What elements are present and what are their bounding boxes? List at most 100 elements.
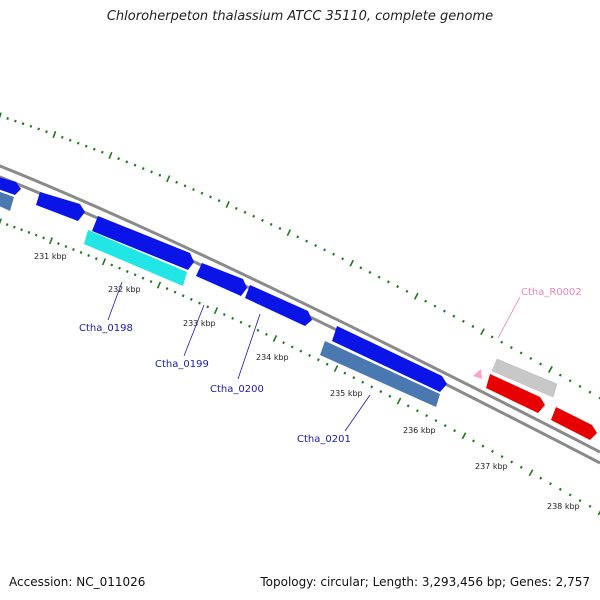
tick-mark-minor bbox=[141, 276, 145, 280]
tick-mark-minor bbox=[343, 371, 347, 375]
tick-mark-minor bbox=[175, 180, 178, 184]
tick-mark-minor bbox=[200, 191, 204, 195]
gene-label-leaders bbox=[107, 281, 521, 432]
tick-mark-major bbox=[548, 366, 553, 373]
tick-mark-minor bbox=[76, 141, 80, 145]
tick-mark-minor bbox=[100, 150, 104, 154]
tick-mark-minor bbox=[110, 263, 114, 267]
tick-mark-minor bbox=[490, 335, 494, 339]
cds-feature-forward[interactable] bbox=[0, 176, 21, 195]
tick-mark-minor bbox=[5, 223, 9, 227]
tick-mark-minor bbox=[20, 228, 23, 232]
tick-mark-minor bbox=[539, 362, 543, 366]
tick-mark-minor bbox=[352, 376, 356, 380]
tick-mark-minor bbox=[141, 166, 145, 170]
scale-label: 236 kbp bbox=[403, 426, 436, 435]
cds-feature-reverse[interactable] bbox=[486, 374, 545, 413]
tick-mark-minor bbox=[183, 184, 187, 188]
cds-feature-forward[interactable] bbox=[245, 285, 312, 326]
tick-mark-minor bbox=[34, 233, 38, 237]
cds-feature-forward[interactable] bbox=[36, 192, 85, 221]
gene-label[interactable]: Ctha_0200 bbox=[210, 384, 264, 395]
tick-mark-minor bbox=[231, 316, 235, 320]
scale-label: 237 kbp bbox=[475, 462, 508, 471]
tick-mark-minor bbox=[481, 444, 485, 448]
gene-label[interactable]: Ctha_0199 bbox=[155, 359, 209, 370]
gene-label[interactable]: Ctha_R0002 bbox=[521, 287, 582, 298]
tick-mark-minor bbox=[370, 385, 374, 389]
tick-mark-minor bbox=[471, 324, 475, 328]
tick-mark-minor bbox=[158, 173, 162, 177]
tick-mark-minor bbox=[150, 170, 153, 174]
tick-mark-minor bbox=[415, 409, 419, 413]
tick-mark-minor bbox=[500, 455, 504, 459]
tick-mark-minor bbox=[325, 362, 329, 366]
cds-feature-steelblue[interactable] bbox=[0, 190, 14, 211]
tick-mark-minor bbox=[509, 346, 513, 350]
tick-mark-minor bbox=[37, 127, 41, 131]
tick-mark-major bbox=[413, 292, 419, 300]
tick-mark-minor bbox=[425, 414, 429, 418]
tick-mark-minor bbox=[308, 353, 312, 357]
topology-text: Topology: circular; Length: 3,293,456 bp… bbox=[260, 575, 590, 589]
gene-label[interactable]: Ctha_0198 bbox=[79, 323, 133, 334]
tick-mark-minor bbox=[314, 243, 317, 247]
tick-mark-minor bbox=[368, 270, 372, 274]
scale-label: 235 kbp bbox=[330, 389, 363, 398]
tick-mark-minor bbox=[265, 332, 268, 336]
leader-line bbox=[183, 304, 205, 357]
tick-mark-minor bbox=[87, 254, 91, 258]
cds-feature-forward[interactable] bbox=[332, 326, 447, 392]
cds-feature-forward[interactable] bbox=[196, 263, 247, 296]
tick-mark-minor bbox=[21, 122, 25, 126]
leader-line bbox=[237, 313, 261, 380]
tick-mark-major bbox=[225, 200, 230, 209]
tick-ring-outer bbox=[0, 112, 600, 400]
tick-mark-minor bbox=[424, 299, 428, 303]
tick-mark-minor bbox=[243, 210, 247, 214]
tick-mark-minor bbox=[278, 226, 282, 231]
tick-mark-minor bbox=[510, 460, 514, 464]
tick-mark-minor bbox=[558, 487, 562, 491]
cds-feature-cyan[interactable] bbox=[84, 230, 187, 286]
tick-mark-minor bbox=[461, 319, 465, 323]
tick-mark-major bbox=[108, 151, 113, 159]
cds-feature-steelblue[interactable] bbox=[320, 341, 440, 407]
tick-mark-minor bbox=[588, 504, 592, 508]
tick-mark-minor bbox=[361, 380, 365, 384]
tick-mark-minor bbox=[316, 358, 320, 362]
leader-line bbox=[107, 281, 123, 321]
tick-mark-minor bbox=[558, 373, 562, 377]
tick-mark-minor bbox=[341, 257, 345, 261]
tick-mark-minor bbox=[578, 499, 582, 503]
rna-feature[interactable] bbox=[473, 369, 482, 379]
tick-mark-major bbox=[286, 229, 292, 237]
forward-strand-features bbox=[0, 176, 447, 392]
tick-mark-major bbox=[461, 432, 467, 440]
tick-mark-major bbox=[213, 307, 219, 315]
tick-mark-minor bbox=[406, 404, 410, 408]
tick-mark-minor bbox=[588, 390, 592, 394]
tick-mark-minor bbox=[79, 250, 83, 254]
tick-mark-minor bbox=[252, 214, 256, 218]
cds-feature-forward[interactable] bbox=[92, 216, 194, 270]
tick-mark-minor bbox=[45, 130, 48, 134]
tick-mark-minor bbox=[125, 160, 129, 164]
tick-ring-inner bbox=[0, 218, 600, 516]
gene-labels: Ctha_0198 Ctha_0199 Ctha_0200 Ctha_0201 … bbox=[79, 287, 582, 445]
cds-feature-reverse[interactable] bbox=[551, 407, 597, 440]
tick-mark-minor bbox=[133, 163, 137, 167]
tick-mark-minor bbox=[256, 328, 260, 332]
tick-mark-minor bbox=[453, 429, 457, 433]
gene-label[interactable]: Ctha_0201 bbox=[297, 434, 351, 445]
cds-feature-gray[interactable] bbox=[491, 358, 558, 398]
tick-mark-minor bbox=[568, 493, 572, 497]
tick-mark-minor bbox=[549, 482, 552, 486]
tick-mark-minor bbox=[29, 124, 33, 128]
accession-text: Accession: NC_011026 bbox=[9, 575, 146, 589]
tick-mark-major bbox=[0, 112, 2, 119]
tick-mark-minor bbox=[529, 356, 533, 360]
tick-mark-major bbox=[528, 469, 534, 477]
scale-label: 231 kbp bbox=[34, 252, 67, 261]
